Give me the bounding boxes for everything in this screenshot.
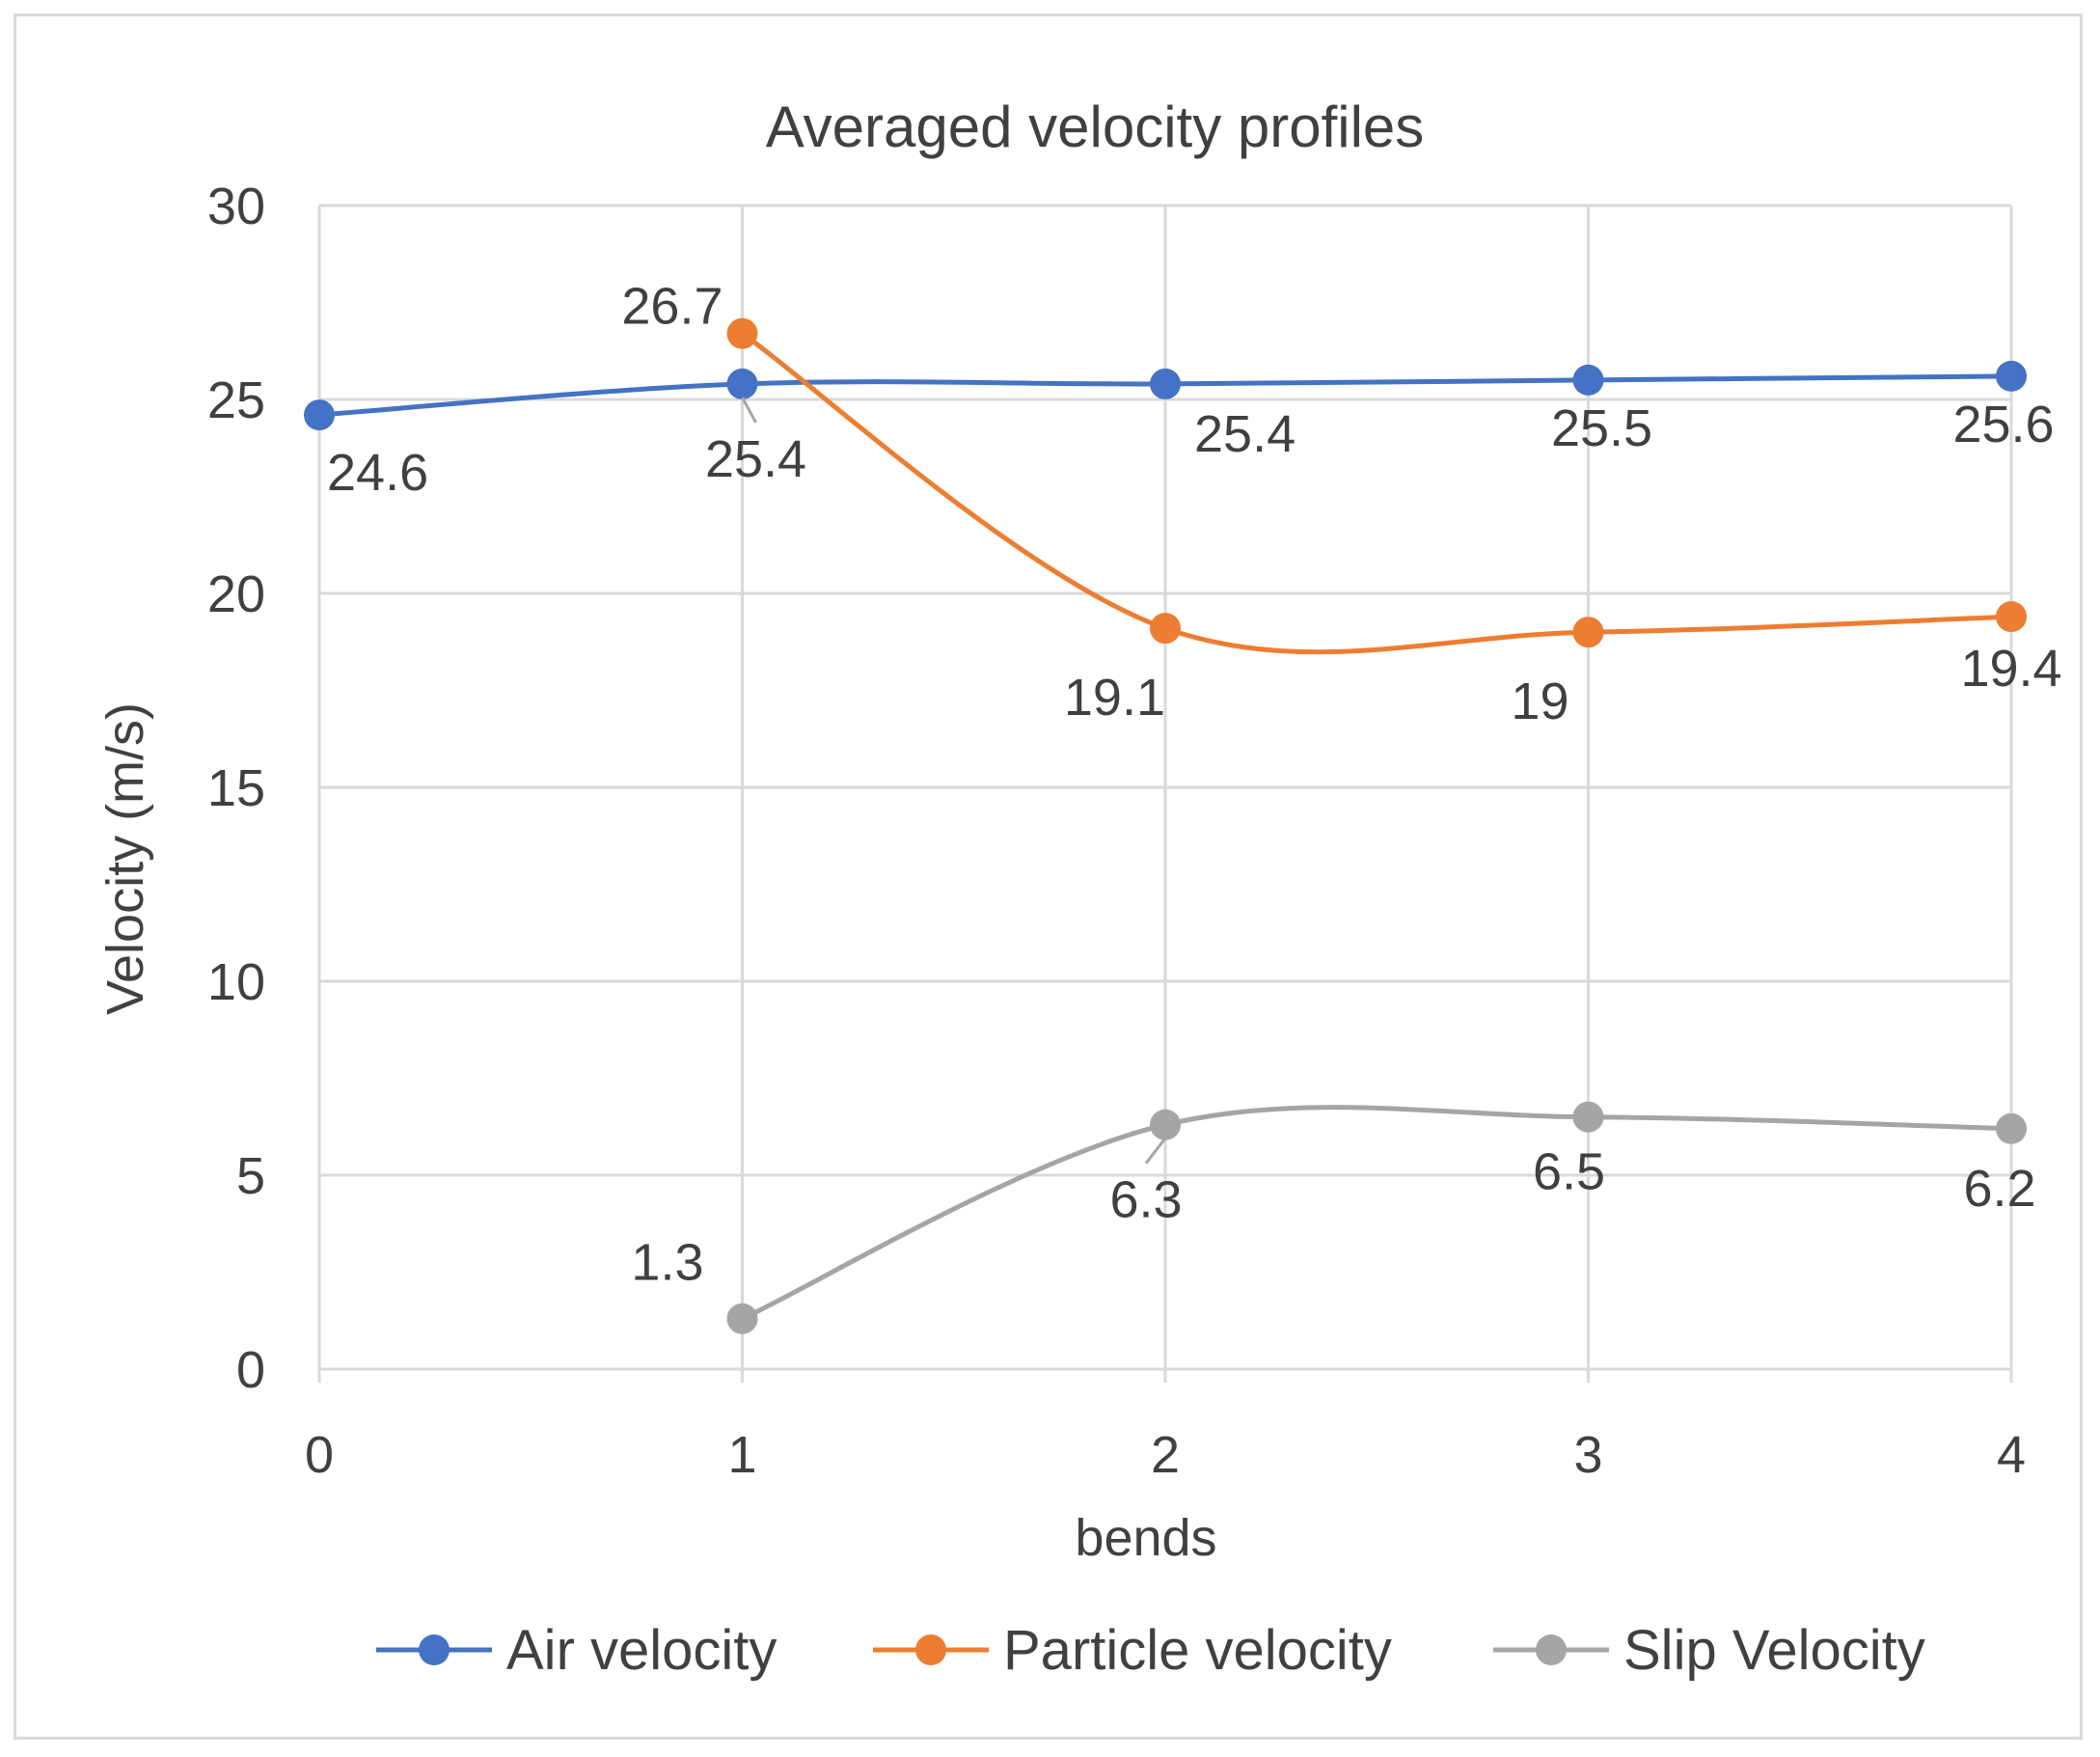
legend-item-label: Particle velocity bbox=[1003, 1619, 1392, 1682]
data-point bbox=[1572, 617, 1604, 648]
data-point bbox=[1996, 601, 2027, 633]
legend-item-label: Air velocity bbox=[506, 1619, 777, 1682]
y-tick-label: 30 bbox=[207, 178, 265, 235]
data-point bbox=[726, 1303, 758, 1334]
chart-title: Averaged velocity profiles bbox=[766, 95, 1425, 159]
data-label: 24.6 bbox=[327, 444, 428, 502]
data-label: 25.4 bbox=[705, 430, 806, 488]
legend-swatch-marker bbox=[419, 1634, 450, 1665]
series-line-1 bbox=[741, 331, 2012, 655]
y-tick-label: 25 bbox=[207, 371, 265, 429]
data-point bbox=[1996, 360, 2027, 392]
data-point bbox=[304, 399, 335, 431]
data-label: 1.3 bbox=[631, 1234, 703, 1292]
x-tick-label: 4 bbox=[1997, 1426, 2026, 1484]
y-axis-title: Velocity (m/s) bbox=[96, 702, 154, 1015]
legend-item-label: Slip Velocity bbox=[1623, 1619, 1925, 1682]
data-label: 26.7 bbox=[621, 278, 723, 336]
data-point bbox=[1572, 1101, 1604, 1133]
data-label: 19.4 bbox=[1960, 640, 2061, 698]
data-label: 25.4 bbox=[1194, 405, 1295, 463]
y-tick-label: 10 bbox=[207, 953, 265, 1011]
data-point bbox=[1150, 1109, 1181, 1140]
legend-swatch-marker bbox=[1536, 1634, 1567, 1665]
data-label-leader bbox=[741, 397, 757, 424]
data-label: 6.5 bbox=[1533, 1143, 1605, 1201]
x-tick-label: 0 bbox=[305, 1426, 334, 1484]
data-label: 19 bbox=[1511, 673, 1568, 730]
y-tick-label: 15 bbox=[207, 759, 265, 817]
x-tick-label: 1 bbox=[727, 1426, 756, 1484]
data-label-leader bbox=[1144, 1137, 1167, 1165]
data-label: 19.1 bbox=[1064, 669, 1165, 727]
x-tick-label: 3 bbox=[1573, 1426, 1602, 1484]
data-label: 6.3 bbox=[1109, 1171, 1182, 1229]
data-point bbox=[1572, 364, 1604, 396]
x-axis-title: bends bbox=[1075, 1509, 1216, 1567]
chart-frame bbox=[14, 14, 2083, 1740]
legend-swatch-marker bbox=[915, 1634, 946, 1665]
data-point bbox=[726, 368, 758, 399]
data-point bbox=[1150, 613, 1181, 645]
series-line-2 bbox=[741, 1105, 2012, 1322]
data-point bbox=[1996, 1112, 2027, 1144]
y-tick-label: 5 bbox=[236, 1147, 265, 1205]
data-label: 6.2 bbox=[1963, 1160, 2035, 1218]
data-point bbox=[1150, 368, 1181, 399]
data-label: 25.5 bbox=[1551, 399, 1652, 457]
data-point bbox=[726, 317, 758, 349]
y-tick-label: 20 bbox=[207, 565, 265, 623]
data-label: 25.6 bbox=[1952, 396, 2054, 453]
y-tick-label: 0 bbox=[236, 1341, 265, 1399]
x-tick-label: 2 bbox=[1151, 1426, 1180, 1484]
